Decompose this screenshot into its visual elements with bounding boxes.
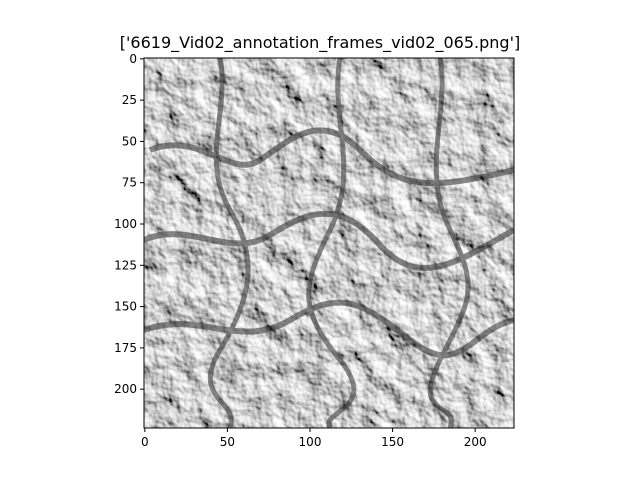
y-tick-label: 75 bbox=[122, 176, 137, 190]
y-tick-label: 175 bbox=[114, 341, 137, 355]
y-tick-label: 100 bbox=[114, 217, 137, 231]
y-tick-label: 25 bbox=[122, 93, 137, 107]
y-tick-label: 150 bbox=[114, 300, 137, 314]
grayscale-texture-image bbox=[144, 58, 514, 428]
y-tick-label: 50 bbox=[122, 134, 137, 148]
x-tick-label: 150 bbox=[381, 435, 404, 449]
y-tick-label: 200 bbox=[114, 382, 137, 396]
x-tick-label: 0 bbox=[141, 435, 149, 449]
x-axis: 0 50 100 150 200 bbox=[141, 428, 487, 449]
x-tick-label: 200 bbox=[464, 435, 487, 449]
x-tick-label: 100 bbox=[299, 435, 322, 449]
y-tick-label: 125 bbox=[114, 258, 137, 272]
y-axis: 0 25 50 75 100 125 150 175 200 bbox=[114, 52, 144, 396]
y-tick-label: 0 bbox=[129, 52, 137, 66]
x-tick-label: 50 bbox=[220, 435, 235, 449]
